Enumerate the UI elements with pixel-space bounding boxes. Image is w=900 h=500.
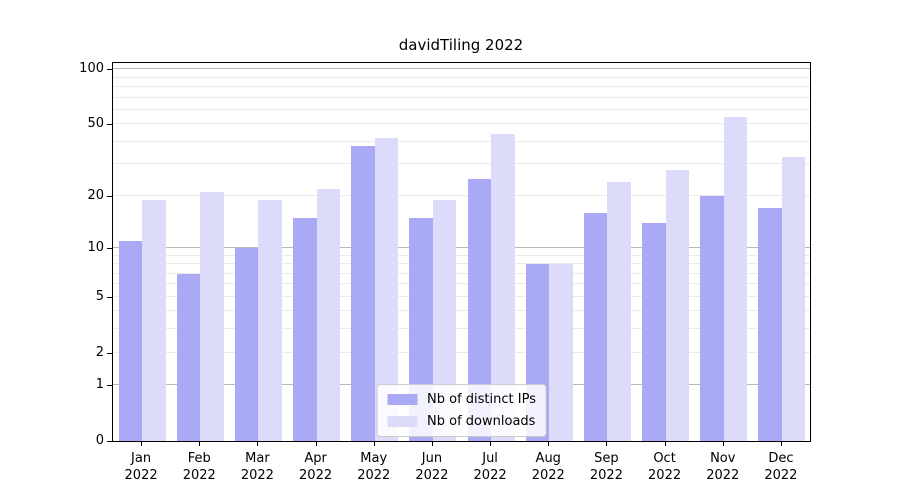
y-tick-label-2: 2: [95, 344, 104, 360]
x-tick-label-jun: Jun 2022: [415, 451, 449, 483]
x-tick-mark: [548, 442, 550, 446]
y-tick-mark: [107, 195, 112, 197]
bar-feb-downloads: [200, 192, 224, 441]
x-tick-mark: [664, 442, 666, 446]
x-tick-mark: [722, 442, 724, 446]
bar-jan-downloads: [142, 199, 166, 441]
legend: Nb of distinct IPs Nb of downloads: [376, 384, 547, 437]
bar-mar-downloads: [258, 199, 282, 441]
y-tick-mark: [107, 124, 112, 126]
x-tick-label-mar: Mar 2022: [240, 451, 274, 483]
major-gridline: [113, 68, 810, 70]
minor-gridline: [113, 140, 810, 142]
y-tick-label-5: 5: [95, 288, 104, 304]
minor-gridline: [113, 194, 810, 196]
bar-oct-downloads: [665, 169, 690, 441]
y-tick-label-1: 1: [95, 377, 104, 393]
minor-gridline: [113, 86, 810, 88]
y-tick-label-10: 10: [87, 239, 104, 255]
plot-area: Nb of distinct IPs Nb of downloads: [112, 62, 811, 442]
x-tick-label-feb: Feb 2022: [182, 451, 216, 483]
legend-item-distinct-ips: Nb of distinct IPs: [387, 392, 536, 407]
x-tick-label-nov: Nov 2022: [706, 451, 740, 483]
x-tick-label-aug: Aug 2022: [531, 451, 565, 483]
y-tick-label-100: 100: [79, 61, 104, 77]
x-tick-mark: [199, 442, 201, 446]
bar-jul-downloads: [491, 134, 515, 441]
y-tick-mark: [107, 247, 112, 249]
minor-gridline: [113, 76, 810, 78]
x-tick-mark: [431, 442, 433, 446]
bar-mar-ips: [234, 247, 259, 441]
bar-nov-ips: [700, 195, 724, 441]
x-tick-mark: [315, 442, 317, 446]
bar-feb-ips: [176, 273, 201, 441]
bar-jul-ips: [467, 178, 492, 441]
bar-jan-ips: [118, 240, 143, 441]
legend-label-distinct-ips: Nb of distinct IPs: [427, 392, 536, 407]
minor-gridline: [113, 283, 810, 285]
bar-sep-ips: [583, 212, 608, 441]
legend-item-downloads: Nb of downloads: [387, 414, 536, 429]
minor-gridline: [113, 295, 810, 297]
x-tick-label-apr: Apr 2022: [299, 451, 333, 483]
x-tick-label-may: May 2022: [357, 451, 391, 483]
y-tick-mark: [107, 441, 112, 442]
legend-swatch-downloads: [387, 416, 418, 427]
bar-may-ips: [351, 145, 375, 441]
bar-jun-downloads: [432, 199, 457, 441]
x-tick-label-jul: Jul 2022: [473, 451, 507, 483]
minor-gridline: [113, 96, 810, 98]
x-tick-label-oct: Oct 2022: [648, 451, 682, 483]
bar-dec-downloads: [781, 157, 806, 441]
chart-title: davidTiling 2022: [398, 36, 524, 54]
minor-gridline: [113, 254, 810, 256]
bar-may-downloads: [374, 138, 399, 441]
minor-gridline: [113, 163, 810, 165]
x-tick-mark: [490, 442, 492, 446]
x-tick-mark: [141, 442, 143, 446]
minor-gridline: [113, 351, 810, 353]
bar-oct-ips: [642, 222, 666, 441]
x-tick-label-dec: Dec 2022: [764, 451, 798, 483]
bar-sep-downloads: [607, 181, 631, 441]
minor-gridline: [113, 108, 810, 110]
x-tick-mark: [373, 442, 375, 446]
y-tick-label-20: 20: [87, 187, 104, 203]
x-tick-label-sep: Sep 2022: [589, 451, 623, 483]
y-tick-label-50: 50: [87, 116, 104, 132]
bar-nov-downloads: [723, 116, 748, 441]
x-tick-mark: [780, 442, 782, 446]
y-tick-mark: [107, 69, 112, 71]
x-tick-mark: [257, 442, 259, 446]
minor-gridline: [113, 263, 810, 265]
y-tick-label-0: 0: [95, 433, 104, 448]
y-tick-mark: [107, 352, 112, 354]
legend-label-downloads: Nb of downloads: [427, 414, 536, 429]
bar-aug-downloads: [549, 264, 573, 441]
minor-gridline: [113, 310, 810, 312]
legend-swatch-distinct-ips: [387, 394, 418, 405]
bar-dec-ips: [758, 208, 782, 441]
bar-apr-ips: [293, 217, 317, 441]
minor-gridline: [113, 123, 810, 125]
bar-apr-downloads: [316, 188, 341, 441]
major-gridline: [113, 246, 810, 248]
minor-gridline: [113, 328, 810, 330]
minor-gridline: [113, 272, 810, 274]
y-tick-mark: [107, 385, 112, 387]
y-tick-mark: [107, 296, 112, 298]
x-tick-label-jan: Jan 2022: [124, 451, 158, 483]
x-tick-mark: [606, 442, 608, 446]
